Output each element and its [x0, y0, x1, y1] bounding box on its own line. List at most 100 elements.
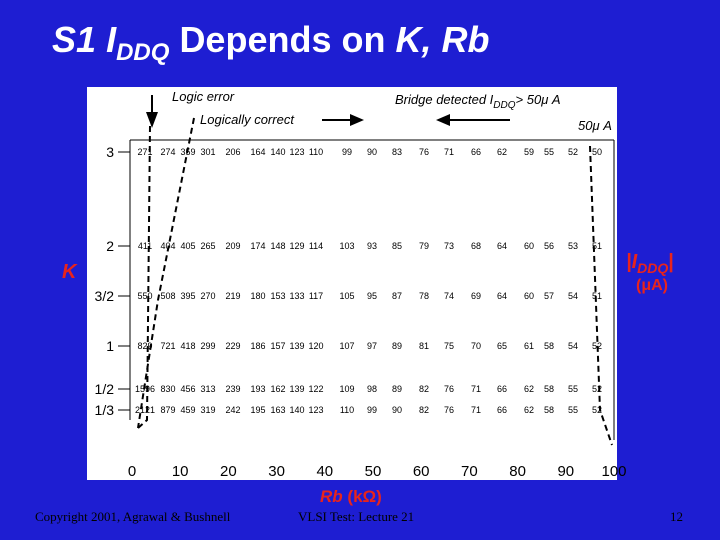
cell: 95: [367, 291, 377, 301]
x-axis-label: Rb (kΩ): [320, 487, 382, 506]
cell: 107: [339, 341, 354, 351]
cell: 54: [568, 341, 578, 351]
x-tick-label: 40: [316, 463, 333, 480]
table-layer: 3 271 274 359 301 206 164 140 123 110 99 90 83 76 71 66…: [95, 144, 627, 480]
cell: 71: [471, 384, 481, 394]
cell: 550: [137, 291, 152, 301]
footer-copyright: Copyright 2001, Agrawal & Bushnell: [35, 509, 231, 524]
title-part: I: [106, 19, 117, 60]
x-axis-label-part: Rb: [320, 487, 343, 506]
cell: 99: [367, 405, 377, 415]
cell: 60: [524, 291, 534, 301]
cell: 270: [200, 291, 215, 301]
cell: 122: [308, 384, 323, 394]
cell: 174: [250, 241, 265, 251]
cell: 123: [289, 147, 304, 157]
cell: 359: [180, 147, 195, 157]
cell: 66: [497, 405, 507, 415]
cell: 76: [444, 405, 454, 415]
cell: 117: [309, 291, 323, 301]
x-tick-label: 10: [172, 463, 189, 480]
y-axis-label: K: [62, 261, 78, 283]
title-sub: DDQ: [116, 39, 170, 66]
cell: 123: [308, 405, 323, 415]
cell: 120: [308, 341, 323, 351]
cell: 1596: [135, 384, 155, 394]
x-axis-label-part: (kΩ): [347, 487, 381, 506]
cell: 206: [225, 147, 240, 157]
slide-title: S1 IDDQ Depends on K, Rb: [52, 19, 489, 68]
detect-boundary: [589, 145, 613, 446]
footer-page: 12: [670, 509, 683, 524]
cell: 69: [471, 291, 481, 301]
cell: 82: [419, 405, 429, 415]
cell: 2121: [135, 405, 155, 415]
cell: 299: [200, 341, 215, 351]
cell: 75: [444, 341, 454, 351]
cell: 195: [250, 405, 265, 415]
x-tick-label: 60: [413, 463, 430, 480]
cell: 76: [444, 384, 454, 394]
cell: 140: [270, 147, 285, 157]
cell: 74: [444, 291, 454, 301]
logic-error-boundary: [137, 125, 151, 429]
cell: 62: [524, 405, 534, 415]
cell: 157: [270, 341, 285, 351]
right-label: |IDDQ|: [626, 251, 674, 276]
footer-lecture: VLSI Test: Lecture 21: [298, 509, 414, 524]
cell: 459: [180, 405, 195, 415]
cell: 52: [568, 147, 578, 157]
cell: 418: [180, 341, 195, 351]
cell: 64: [497, 241, 507, 251]
cell: 164: [250, 147, 265, 157]
cell: 58: [544, 405, 554, 415]
right-label-part: |: [668, 251, 674, 273]
cell: 57: [544, 291, 554, 301]
x-tick-label: 90: [557, 463, 574, 480]
cell: 404: [160, 241, 175, 251]
cell: 64: [497, 291, 507, 301]
arrowhead: [146, 112, 158, 128]
cell: 109: [339, 384, 354, 394]
cell: 81: [419, 341, 429, 351]
cell: 153: [270, 291, 285, 301]
x-tick-label: 30: [268, 463, 285, 480]
cell: 193: [250, 384, 265, 394]
cell: 271: [137, 147, 152, 157]
x-tick-label: 80: [509, 463, 526, 480]
cell: 180: [250, 291, 265, 301]
cell: 55: [568, 405, 578, 415]
annotation-part: Bridge detected I: [395, 92, 494, 107]
cell: 70: [471, 341, 481, 351]
logic-boundary: [137, 117, 195, 429]
cell: 133: [289, 291, 304, 301]
cell: 411: [138, 241, 152, 251]
cell: 265: [200, 241, 215, 251]
cell: 242: [225, 405, 240, 415]
cell: 239: [225, 384, 240, 394]
annotation: Logic error: [172, 89, 235, 104]
cell: 97: [367, 341, 377, 351]
cell: 65: [497, 341, 507, 351]
arrowhead: [436, 114, 450, 126]
cell: 163: [270, 405, 285, 415]
cell: 140: [289, 405, 304, 415]
annotation-sub: DDQ: [493, 100, 515, 111]
cell: 405: [180, 241, 195, 251]
title-part: K,: [395, 19, 431, 60]
cell: 90: [367, 147, 377, 157]
title-part: Depends on: [179, 19, 385, 60]
cell: 114: [309, 241, 323, 251]
title-part: S1: [52, 19, 96, 60]
cell: 52: [592, 384, 602, 394]
cell: 78: [419, 291, 429, 301]
cell: 87: [392, 291, 402, 301]
cell: 830: [160, 384, 175, 394]
x-tick-label: 0: [128, 463, 136, 480]
cell: 129: [289, 241, 304, 251]
cell: 58: [544, 341, 554, 351]
annotation-part: > 50μ A: [516, 92, 561, 107]
row-label: 1: [106, 338, 114, 354]
cell: 55: [544, 147, 554, 157]
row-label: 3: [106, 144, 114, 160]
